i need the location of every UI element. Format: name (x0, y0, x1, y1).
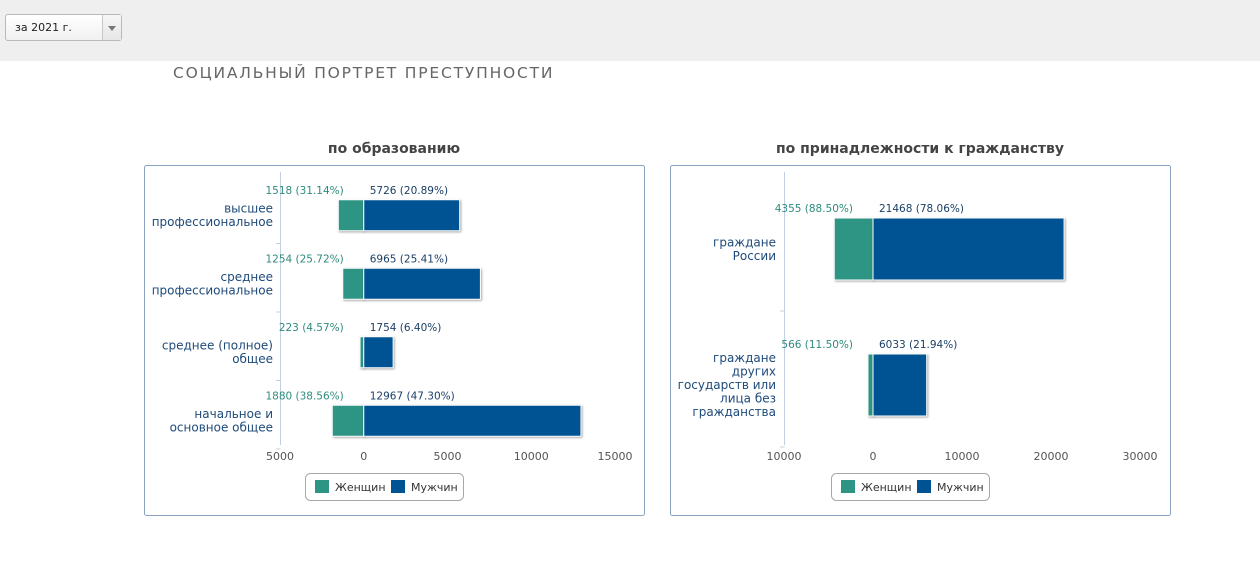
category-label: среднее профессиональное (152, 270, 273, 298)
legend-swatch (841, 480, 855, 493)
year-select-toggle[interactable] (102, 15, 121, 40)
chart-education: 5000 0 5000 10000 15000 1518 (31.14%) 5726 (20… (144, 165, 645, 516)
bar-women[interactable] (337, 199, 365, 232)
data-label-women: 1880 (38.56%) (265, 390, 343, 402)
bar-men[interactable] (872, 353, 928, 417)
year-select[interactable]: за 2021 г. (5, 14, 122, 41)
chart-legend: Женщин Мужчин (831, 473, 990, 501)
chart-title-citizenship: по принадлежности к гражданству (775, 141, 1065, 157)
category-label: высшее профессиональное (152, 202, 273, 230)
x-tick-label: 0 (360, 450, 367, 463)
legend-swatch (391, 480, 405, 493)
bar-men[interactable] (872, 217, 1065, 281)
legend-item-women[interactable]: Женщин (841, 480, 912, 494)
chart-legend: Женщин Мужчин (305, 473, 464, 501)
bar-men[interactable] (363, 336, 394, 369)
legend-label: Мужчин (411, 481, 458, 494)
legend-swatch (315, 480, 329, 493)
legend-box (305, 473, 464, 501)
category-label: среднее (полное) общее (162, 339, 273, 367)
data-label-men: 6033 (21.94%) (879, 339, 957, 351)
legend-box (831, 473, 990, 501)
data-label-men: 6965 (25.41%) (370, 253, 448, 265)
bar-women[interactable] (331, 404, 365, 437)
x-tick-label: 0 (870, 450, 877, 463)
x-tick-label: 10000 (945, 450, 980, 463)
data-label-women: 566 (11.50%) (781, 339, 853, 351)
category-label: граждане других государств или лица без граж… (678, 351, 776, 419)
x-tick-label: 15000 (598, 450, 633, 463)
legend-label: Женщин (335, 481, 386, 494)
bar-women[interactable] (359, 336, 365, 369)
x-tick-label: 10000 (514, 450, 549, 463)
data-label-women: 4355 (88.50%) (775, 203, 853, 215)
data-label-men: 12967 (47.30%) (370, 390, 455, 402)
data-label-women: 1518 (31.14%) (265, 185, 343, 197)
category-label: начальное и основное общее (170, 407, 273, 435)
page-title: СОЦИАЛЬНЫЙ ПОРТРЕТ ПРЕСТУПНОСТИ (173, 64, 555, 82)
chevron-down-icon (108, 26, 116, 31)
x-tick-label: 5000 (266, 450, 294, 463)
chart-title-education: по образованию (327, 141, 461, 157)
top-toolbar: за 2021 г. (0, 0, 1260, 61)
bar-men[interactable] (363, 404, 582, 437)
legend-label: Мужчин (937, 481, 984, 494)
bar-men[interactable] (363, 267, 481, 300)
data-label-men: 5726 (20.89%) (370, 185, 448, 197)
bar-women[interactable] (867, 353, 874, 417)
legend-swatch (917, 480, 931, 493)
data-label-women: 1254 (25.72%) (265, 253, 343, 265)
legend-item-men[interactable]: Мужчин (917, 480, 984, 494)
legend-label: Женщин (861, 481, 912, 494)
bar-women[interactable] (342, 267, 365, 300)
legend-item-women[interactable]: Женщин (315, 480, 386, 494)
data-label-men: 21468 (78.06%) (879, 203, 964, 215)
x-tick-label: 30000 (1123, 450, 1158, 463)
chart-citizenship: 10000 0 10000 20000 30000 4355 (88.50%) 21468 … (670, 165, 1171, 516)
legend-item-men[interactable]: Мужчин (391, 480, 458, 494)
x-tick-label: 10000 (767, 450, 802, 463)
x-tick-label: 5000 (434, 450, 462, 463)
bar-women[interactable] (833, 217, 874, 281)
bar-men[interactable] (363, 199, 461, 232)
year-select-value: за 2021 г. (15, 21, 72, 34)
data-label-men: 1754 (6.40%) (370, 322, 442, 334)
data-label-women: 223 (4.57%) (279, 322, 344, 334)
x-tick-label: 20000 (1034, 450, 1069, 463)
category-label: граждане России (713, 235, 776, 263)
